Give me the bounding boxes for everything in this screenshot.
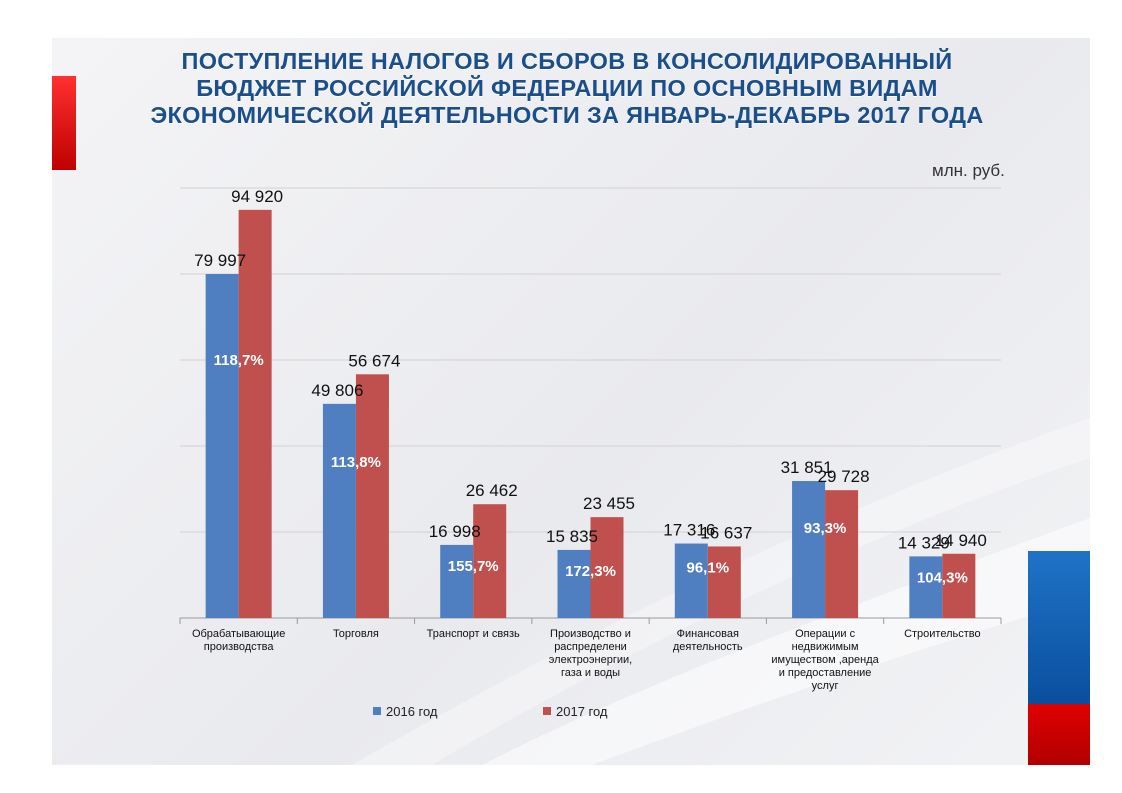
value-label-2016: 15 835 — [546, 527, 598, 546]
slide-title: ПОСТУПЛЕНИЕ НАЛОГОВ И СБОРОВ В КОНСОЛИДИ… — [107, 48, 1027, 129]
bar-2016 — [909, 556, 943, 618]
value-label-2016: 49 806 — [311, 381, 363, 400]
growth-label: 104,3% — [917, 569, 968, 586]
value-label-2016: 79 997 — [194, 251, 246, 270]
category-label: Торговля — [333, 628, 379, 640]
title-line-3: ЭКОНОМИЧЕСКОЙ ДЕЯТЕЛЬНОСТИ ЗА ЯНВАРЬ-ДЕК… — [150, 102, 984, 128]
category-label: Финансовая деятельность — [673, 628, 743, 653]
bar-2017 — [942, 553, 976, 618]
value-label-2016: 17 316 — [663, 521, 715, 540]
bar-2017 — [707, 546, 741, 618]
value-label-2017: 23 455 — [583, 494, 635, 513]
value-label-2017: 26 462 — [466, 481, 518, 500]
value-label-2016: 16 998 — [429, 522, 481, 541]
value-label-2016: 31 851 — [781, 458, 833, 477]
bar-2017 — [590, 517, 624, 618]
legend-swatch-2017 — [543, 707, 551, 715]
title-line-2: БЮДЖЕТ РОССИЙСКОЙ ФЕДЕРАЦИИ ПО ОСНОВНЫМ … — [196, 75, 938, 101]
legend-label-2016: 2016 год — [386, 704, 438, 719]
growth-label: 93,3% — [804, 520, 847, 537]
bar-2017 — [473, 504, 507, 618]
value-label-2017: 16 637 — [700, 523, 752, 542]
category-label: Транспорт и связь — [427, 628, 520, 640]
value-label-2017: 14 940 — [935, 531, 987, 550]
bar-2017 — [825, 490, 859, 618]
category-label: Строительство — [904, 628, 981, 640]
growth-label: 113,8% — [331, 454, 381, 471]
title-line-1: ПОСТУПЛЕНИЕ НАЛОГОВ И СБОРОВ В КОНСОЛИДИ… — [181, 48, 953, 74]
value-label-2017: 94 920 — [231, 187, 283, 206]
flag-stripe-red — [1028, 704, 1090, 765]
bar-2016 — [674, 543, 708, 618]
bar-2016 — [792, 481, 826, 618]
bar-2016 — [205, 274, 239, 618]
growth-label: 96,1% — [687, 559, 730, 576]
growth-label: 172,3% — [565, 563, 616, 580]
legend-swatch-2016 — [373, 707, 381, 715]
bar-2016 — [557, 549, 591, 618]
growth-label: 118,7% — [214, 352, 264, 369]
bar-2017 — [238, 209, 272, 618]
bar-2016 — [440, 544, 474, 618]
category-label: Обрабатывающие производства — [192, 628, 285, 653]
flag-stripe-blue — [1028, 551, 1090, 704]
legend-label-2017: 2017 год — [556, 704, 608, 719]
growth-label: 155,7% — [448, 558, 499, 575]
value-label-2016: 14 329 — [898, 533, 950, 552]
value-label-2017: 56 674 — [348, 351, 400, 370]
value-label-2017: 29 728 — [818, 467, 870, 486]
category-label: Операции с недвижимым имуществом ,аренда и … — [771, 628, 879, 692]
category-label: Производство и распределени электроэнергии… — [549, 628, 632, 679]
red-accent-tab — [52, 76, 76, 170]
bar-2017 — [355, 374, 389, 618]
unit-label: млн. руб. — [932, 161, 1005, 180]
bar-2016 — [322, 403, 356, 618]
